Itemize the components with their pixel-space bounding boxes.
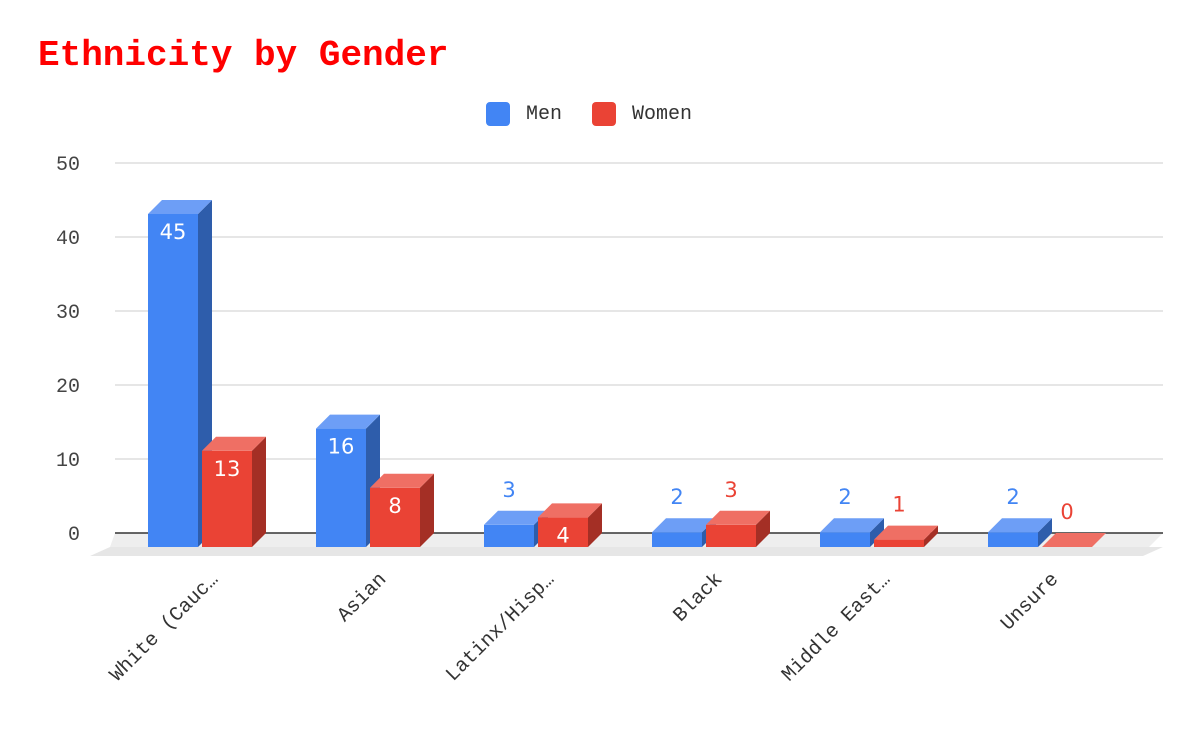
bar-top <box>202 436 266 451</box>
data-label: 2 <box>670 485 683 509</box>
bar-side <box>252 436 266 547</box>
chart-title: Ethnicity by Gender <box>38 35 449 76</box>
data-label: 2 <box>838 485 851 509</box>
bar-front <box>820 532 870 547</box>
legend-label-women: Women <box>632 102 693 126</box>
data-label: 1 <box>892 493 905 517</box>
bar-front <box>316 428 366 547</box>
bar-side <box>924 525 938 547</box>
y-tick-label: 10 <box>56 450 80 473</box>
bar-front <box>484 524 534 547</box>
bar-front <box>538 517 588 547</box>
bar-front <box>652 532 702 547</box>
legend: Men Women <box>486 100 722 128</box>
y-tick-label: 40 <box>56 228 80 251</box>
data-label: 2 <box>1006 485 1019 509</box>
bar-front <box>706 524 756 547</box>
data-label: 8 <box>388 494 401 518</box>
bar-top <box>484 510 548 525</box>
x-tick-label: Asian <box>333 569 392 628</box>
y-tick-label: 50 <box>56 154 80 177</box>
bar-top <box>538 503 602 518</box>
bar-front <box>874 539 924 547</box>
bar-front <box>370 487 420 547</box>
x-tick-label: Black <box>669 569 728 628</box>
bar-top <box>988 518 1052 533</box>
bar-top <box>820 518 884 533</box>
data-label: 4 <box>556 523 569 547</box>
x-tick-label: Unsure <box>997 569 1064 636</box>
bar-top <box>706 510 770 525</box>
bar-front <box>148 214 198 547</box>
x-tick-label: Latinx/Hisp… <box>442 569 560 687</box>
bar-side <box>756 510 770 547</box>
bar-top <box>370 473 434 488</box>
legend-swatch-women <box>592 102 617 126</box>
bar-top <box>148 200 212 214</box>
y-tick-label: 20 <box>56 376 80 399</box>
data-label: 13 <box>214 457 241 481</box>
legend-item-women[interactable]: Women <box>592 102 692 126</box>
y-tick-label: 0 <box>68 524 80 547</box>
data-label: 3 <box>724 478 737 502</box>
x-tick-label: Middle East… <box>778 569 896 687</box>
legend-item-men[interactable]: Men <box>486 102 562 126</box>
bar-top <box>652 518 716 533</box>
bar-top <box>874 525 938 540</box>
bar-side <box>870 518 884 547</box>
bar-side <box>1038 518 1052 547</box>
data-label: 16 <box>328 435 355 459</box>
bar-front <box>202 450 252 547</box>
bar-top <box>316 414 380 429</box>
chart-floor <box>90 547 1163 556</box>
data-label: 0 <box>1060 500 1073 524</box>
y-tick-label: 30 <box>56 302 80 325</box>
bar-front <box>988 532 1038 547</box>
bar-side <box>420 473 434 547</box>
legend-label-men: Men <box>526 102 563 126</box>
x-tick-label: White (Cauc… <box>106 569 224 687</box>
data-label: 3 <box>502 478 515 502</box>
bar-top <box>1042 533 1106 547</box>
bar-side <box>588 503 602 547</box>
legend-swatch-men <box>486 102 510 126</box>
data-label: 45 <box>160 220 187 244</box>
